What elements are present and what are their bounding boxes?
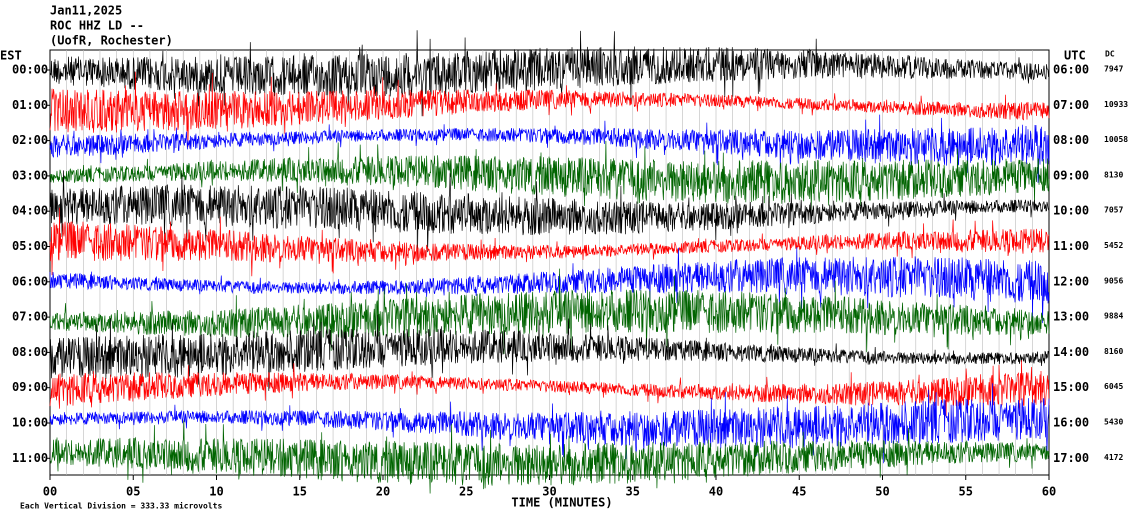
utc-label: 17:00 [1053,451,1089,465]
trace [49,140,1050,211]
dc-label: DC [1105,50,1115,59]
est-label: 03:00 [12,168,48,182]
dc-value: 5452 [1104,241,1123,250]
utc-label: 06:00 [1053,63,1089,77]
date: Jan11,2025 [50,4,122,18]
utc-label: 16:00 [1053,416,1089,430]
dc-value: 6045 [1104,382,1123,391]
right-zone: UTC [1064,49,1086,63]
x-tick-label: 50 [875,485,889,499]
est-label: 02:00 [12,133,48,147]
utc-label: 13:00 [1053,310,1089,324]
utc-label: 08:00 [1053,133,1089,147]
dc-value: 7947 [1104,65,1123,74]
x-tick-label: 20 [376,485,390,499]
x-tick-label: 25 [459,485,473,499]
left-zone: EST [0,49,22,63]
trace [49,360,1050,417]
dc-value: 10058 [1104,135,1128,144]
est-label: 09:00 [12,380,48,394]
trace [49,207,1050,277]
trace [49,71,1050,148]
x-tick-label: 60 [1042,485,1056,499]
est-label: 05:00 [12,239,48,253]
trace [49,268,1050,355]
dc-value: 7057 [1104,206,1123,215]
utc-label: 14:00 [1053,345,1089,359]
dc-value: 10933 [1104,100,1128,109]
traces [49,30,1050,494]
trace [49,114,1050,183]
x-tick-label: 40 [709,485,723,499]
est-label: 00:00 [12,63,48,77]
est-label: 06:00 [12,274,48,288]
x-tick-label: 05 [126,485,140,499]
trace [49,420,1050,494]
dc-value: 8160 [1104,347,1123,356]
x-tick-label: 45 [792,485,806,499]
utc-label: 15:00 [1053,380,1089,394]
x-tick-label: 00 [43,485,57,499]
x-tick-label: 10 [209,485,223,499]
est-label: 11:00 [12,451,48,465]
x-tick-label: 35 [626,485,640,499]
trace [49,314,1050,391]
utc-label: 09:00 [1053,168,1089,182]
utc-label: 11:00 [1053,239,1089,253]
x-label: TIME (MINUTES) [511,496,612,510]
x-tick-label: 55 [959,485,973,499]
est-label: 10:00 [12,416,48,430]
utc-label: 10:00 [1053,204,1089,218]
x-tick-label: 30 [542,485,556,499]
x-tick-label: 15 [293,485,307,499]
est-label: 01:00 [12,98,48,112]
utc-label: 12:00 [1053,274,1089,288]
dc-value: 8130 [1104,170,1123,179]
dc-value: 5430 [1104,418,1123,427]
dc-value: 4172 [1104,453,1123,462]
trace [49,247,1050,324]
footnote: Each Vertical Division = 333.33 microvol… [20,501,222,511]
est-label: 04:00 [12,204,48,218]
utc-label: 07:00 [1053,98,1089,112]
est-label: 07:00 [12,310,48,324]
trace [49,30,1050,117]
station: ROC HHZ LD -- [50,19,144,33]
est-label: 08:00 [12,345,48,359]
location: (UofR, Rochester) [50,34,173,48]
trace [49,170,1050,253]
dc-value: 9884 [1104,312,1123,321]
trace [49,383,1050,464]
dc-value: 9056 [1104,276,1123,285]
